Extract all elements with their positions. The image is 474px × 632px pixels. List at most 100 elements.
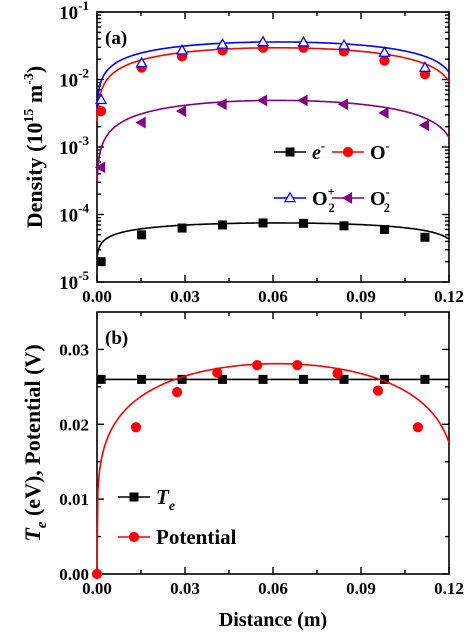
- y-label-T-sub: e: [34, 521, 50, 528]
- y-tick-base: 10: [59, 3, 78, 24]
- legend-label: e-: [312, 139, 325, 164]
- legend-text: O: [312, 188, 328, 210]
- y-axis-label: Density (1015 m-3): [22, 66, 47, 229]
- data-point: [177, 374, 187, 384]
- data-point: [420, 374, 430, 384]
- plot-frame: [96, 311, 450, 575]
- data-point: [372, 385, 384, 396]
- legend-text: O: [370, 188, 386, 210]
- series-line: [96, 362, 450, 575]
- data-point: [332, 368, 343, 379]
- y-tick-label: 10-5: [59, 268, 89, 294]
- legend-text: e: [312, 142, 321, 164]
- data-point: [96, 257, 106, 267]
- data-point: [297, 94, 308, 107]
- legend-label: O+ 2: [312, 185, 335, 215]
- y-tick-base: 10: [59, 206, 78, 227]
- legend-marker: [285, 147, 295, 157]
- y-tick-label: 0.02: [59, 415, 89, 434]
- series-line: [96, 41, 450, 109]
- series-Te: [96, 374, 449, 384]
- data-point: [378, 107, 389, 119]
- legend-label: O- 2: [370, 185, 390, 215]
- data-point: [420, 232, 430, 242]
- data-point: [337, 38, 351, 50]
- data-point: [418, 119, 430, 132]
- x-tick-label: 0.12: [434, 287, 464, 306]
- x-tick-label: 0.12: [434, 579, 464, 598]
- legend-sup: -: [386, 185, 390, 199]
- y-tick-label: 10-3: [59, 133, 89, 159]
- legend-sup: -: [386, 139, 390, 153]
- data-point: [175, 43, 189, 55]
- y-tick-label: 10-4: [59, 201, 89, 227]
- legend-marker: [341, 192, 353, 204]
- data-point: [130, 422, 142, 433]
- panel-label: (a): [105, 28, 127, 49]
- panel-label: (b): [105, 328, 128, 349]
- data-point: [412, 422, 424, 433]
- y-tick-label: 10-2: [59, 66, 89, 92]
- data-point: [96, 106, 107, 117]
- data-point: [218, 220, 228, 230]
- data-point: [175, 105, 187, 117]
- x-tick-label: 0.03: [170, 579, 200, 598]
- data-point: [339, 221, 349, 231]
- y-label-exp: 15: [22, 109, 37, 123]
- data-point: [337, 98, 349, 111]
- data-point: [216, 37, 229, 49]
- y-tick-label: 0.00: [59, 565, 89, 584]
- legend-sup: +: [328, 185, 335, 199]
- x-tick-label: 0.06: [258, 579, 288, 598]
- x-tick-label: 0.09: [346, 579, 376, 598]
- panel-b-potential-chart: 0.00 0.03 0.06 0.09 0.12 0.00 0.01 0.02 0.03 (b) T…: [20, 311, 464, 631]
- data-point: [256, 35, 270, 47]
- legend-sub: e: [169, 498, 175, 513]
- legend-label: Te: [156, 485, 175, 513]
- legend-sup: -: [321, 139, 325, 153]
- x-tick-label: 0.03: [170, 287, 200, 306]
- legend-a: e- O-O+ 2 O-2: [274, 139, 390, 215]
- data-point: [135, 116, 146, 129]
- y-axis-label: Te (eV), Potential (V): [20, 344, 50, 541]
- data-point: [218, 374, 228, 384]
- data-point: [135, 56, 148, 68]
- legend-sub: 2: [329, 201, 335, 215]
- data-point: [137, 230, 147, 240]
- data-point: [378, 46, 391, 57]
- legend-text: Potential: [156, 525, 237, 549]
- series-line: [96, 222, 450, 259]
- series-O2+: [94, 35, 450, 109]
- legend-label: Potential: [156, 525, 237, 549]
- legend-b: Te Potential: [118, 485, 237, 549]
- series-line: [96, 47, 450, 122]
- plot-frame: [96, 11, 450, 283]
- y-tick-label: 10-1: [59, 0, 89, 24]
- legend-sub: 2: [384, 201, 390, 215]
- series-O2-: [94, 94, 450, 182]
- data-point: [171, 386, 183, 398]
- y-tick-label: 0.01: [59, 490, 89, 509]
- data-point: [258, 374, 268, 384]
- legend-text: T: [156, 485, 170, 509]
- y-tick-exp: -5: [78, 268, 89, 283]
- y-label-main: Density (10: [22, 123, 47, 229]
- data-point: [297, 35, 310, 47]
- data-point: [212, 367, 223, 378]
- y-label-rest: (eV), Potential (V): [20, 344, 45, 521]
- y-tick-base: 10: [59, 71, 78, 92]
- data-point: [299, 218, 309, 228]
- legend-text: O: [370, 142, 386, 164]
- x-tick-label: 0.00: [82, 579, 112, 598]
- legend-marker: [283, 191, 297, 203]
- y-tick-exp: -2: [78, 66, 89, 81]
- x-axis-label: Distance (m): [219, 609, 327, 631]
- data-point: [418, 61, 432, 72]
- data-point: [379, 224, 389, 234]
- data-point: [94, 93, 108, 105]
- legend-marker: [342, 146, 354, 158]
- data-point: [96, 374, 106, 384]
- data-point: [216, 98, 227, 111]
- y-label-unit-exp: -3: [22, 73, 37, 85]
